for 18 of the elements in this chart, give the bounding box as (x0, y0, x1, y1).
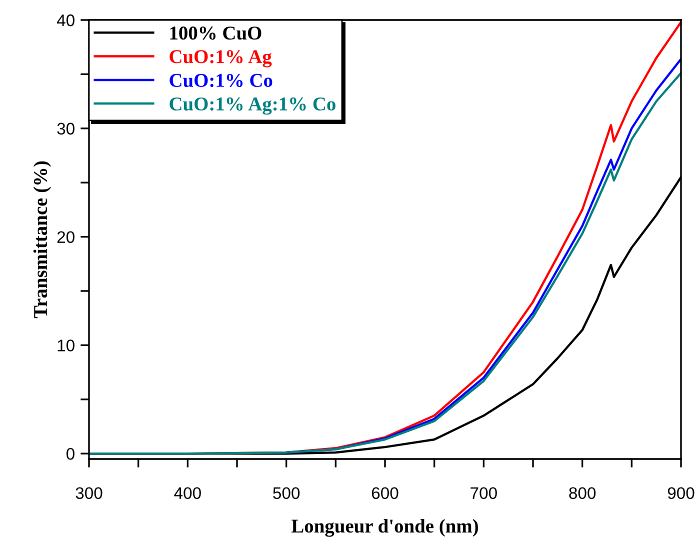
x-axis-title: Longueur d'onde (nm) (292, 518, 478, 537)
x-tick-label: 800 (569, 487, 596, 500)
y-tick-label: 20 (57, 231, 74, 243)
x-tick-label: 900 (668, 487, 694, 500)
legend-label: CuO:1% Ag:1% Co (170, 97, 336, 115)
y-tick-label: 10 (58, 340, 74, 352)
x-tick-label: 500 (273, 487, 300, 500)
x-tick-label: 300 (76, 487, 102, 500)
y-axis-title: Transmittance (%) (33, 161, 52, 318)
y-tick-label: 40 (56, 14, 74, 26)
x-tick-label: 600 (372, 487, 398, 500)
x-tick-label: 400 (174, 487, 201, 500)
y-tick-label: 30 (57, 122, 74, 135)
legend-label: CuO:1% Ag (170, 50, 272, 68)
legend-label: CuO:1% Co (170, 74, 272, 88)
x-tick-label: 700 (470, 487, 497, 500)
legend-label: 100% CuO (170, 26, 262, 40)
y-tick-label: 0 (66, 448, 74, 460)
